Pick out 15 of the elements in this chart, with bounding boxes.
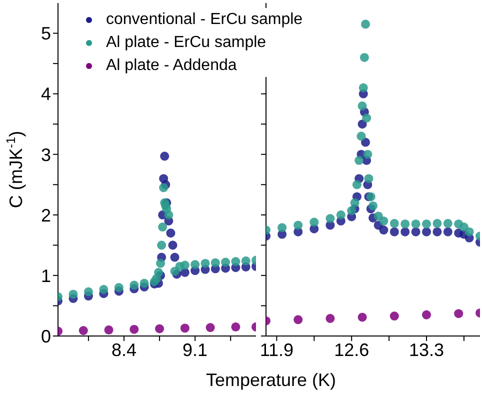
- x-tick-label: 8.4: [111, 340, 137, 360]
- x-tick-label: 11.9: [260, 340, 294, 360]
- y-tick-label: 2: [40, 205, 51, 226]
- y-tick-label: 5: [40, 24, 51, 44]
- y-tick-label: 1: [40, 266, 51, 286]
- x-tick-label: 12.6: [334, 340, 370, 360]
- x-tick-label: 9.1: [182, 340, 208, 360]
- legend-label: Al plate - Addenda: [106, 56, 237, 76]
- x-tick-label: 13.3: [408, 340, 444, 360]
- y-tick-label: 3: [40, 144, 51, 165]
- legend-label: conventional - ErCu sample: [106, 10, 303, 30]
- legend-label: Al plate - ErCu sample: [106, 33, 266, 53]
- y-tick-label: 4: [40, 84, 51, 104]
- y-tick-label: 0: [40, 326, 51, 346]
- x-axis-title: Temperature (K): [204, 370, 338, 391]
